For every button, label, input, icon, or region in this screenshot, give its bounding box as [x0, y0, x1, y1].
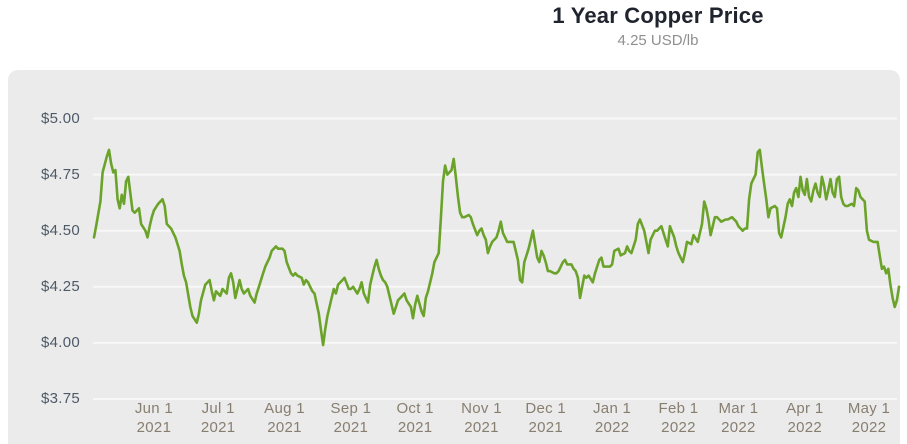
x-tick-month: Jun 1	[134, 400, 174, 417]
x-tick-label: Jan 1 2022	[570, 399, 654, 437]
chart-subtitle-current-price: 4.25 USD/lb	[617, 32, 699, 49]
x-tick-label: Mar 1 2022	[696, 399, 780, 437]
chart-title: 1 Year Copper Price	[552, 3, 764, 28]
chart-header: 1 Year Copper Price 4.25 USD/lb	[552, 3, 763, 49]
x-tick-label: Oct 1 2021	[373, 399, 457, 437]
y-tick-label: $3.75	[40, 390, 80, 407]
x-tick-month: Feb 1	[658, 400, 699, 417]
x-tick-year: 2021	[464, 419, 499, 436]
x-tick-year: 2022	[594, 419, 630, 436]
x-tick-year: 2021	[267, 419, 302, 436]
x-tick-month: Mar 1	[718, 400, 759, 417]
chart-panel	[8, 70, 900, 444]
x-tick-month: Apr 1	[786, 400, 824, 417]
x-tick-label: Dec 1 2021	[504, 399, 588, 437]
y-tick-label: $4.50	[40, 221, 80, 239]
x-tick-label: Apr 1 2022	[763, 399, 847, 437]
x-tick-month: Nov 1	[461, 400, 502, 417]
x-tick-year: 2021	[397, 419, 433, 436]
x-tick-month: Oct 1	[396, 400, 434, 417]
x-tick-year: 2021	[333, 419, 369, 436]
y-tick-label: $4.75	[40, 165, 80, 183]
x-tick-year: 2022	[851, 419, 887, 436]
x-tick-month: Jul 1	[201, 400, 235, 417]
x-tick-label: Jun 1 2021	[112, 399, 196, 437]
x-tick-label: Nov 1 2021	[440, 399, 524, 437]
y-tick-label: $4.00	[40, 333, 80, 351]
x-tick-year: 2021	[528, 419, 564, 436]
x-tick-month: Dec 1	[525, 400, 567, 417]
x-tick-label: Jul 1 2021	[176, 399, 260, 437]
x-tick-label: Sep 1 2021	[309, 399, 393, 437]
x-tick-month: Sep 1	[330, 400, 372, 417]
x-tick-year: 2022	[661, 419, 696, 436]
x-tick-year: 2021	[200, 419, 236, 436]
x-tick-month: Jan 1	[593, 400, 632, 417]
x-tick-year: 2021	[136, 419, 172, 436]
price-line	[92, 148, 901, 347]
x-tick-label: Aug 1 2021	[243, 399, 327, 437]
x-tick-month: May 1	[847, 400, 891, 417]
x-tick-label: May 1 2022	[827, 399, 907, 437]
x-tick-label: Feb 1 2022	[636, 399, 720, 437]
x-tick-year: 2022	[721, 419, 756, 436]
y-tick-label: $4.25	[40, 277, 80, 295]
x-tick-month: Aug 1	[264, 400, 305, 417]
y-tick-label: $5.00	[40, 109, 80, 127]
x-tick-year: 2022	[787, 419, 823, 436]
